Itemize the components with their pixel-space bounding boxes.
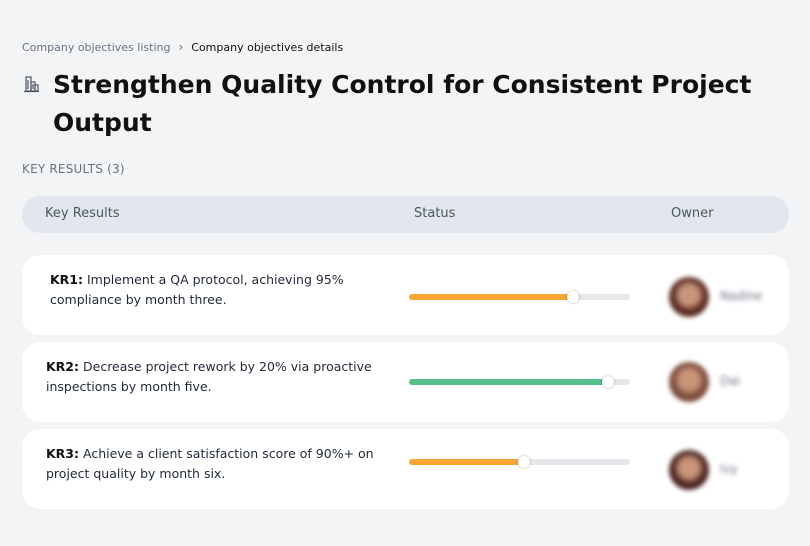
progress-track <box>409 291 630 303</box>
key-result-text: Implement a QA protocol, achieving 95% c… <box>50 272 344 307</box>
progress-track <box>409 456 630 468</box>
column-header-status: Status <box>414 206 456 221</box>
owner-name: Nadine <box>720 289 763 303</box>
owner-avatar <box>669 450 709 490</box>
progress-fill <box>409 379 608 385</box>
progress-track <box>409 376 630 388</box>
key-result-code: KR3: <box>46 446 80 461</box>
table-header: Key Results Status Owner <box>22 196 789 233</box>
owner-avatar <box>669 362 709 402</box>
owner-name: Ivy <box>720 462 738 476</box>
progress-fill <box>409 294 573 300</box>
progress-fill <box>409 459 524 465</box>
progress-slider-handle[interactable] <box>518 456 530 468</box>
key-result-code: KR1: <box>50 272 84 287</box>
key-results-count: KEY RESULTS (3) <box>22 162 125 176</box>
owner-name: Dai <box>720 374 740 388</box>
breadcrumb-link-objectives-listing[interactable]: Company objectives listing <box>22 40 171 54</box>
building-icon <box>24 76 39 93</box>
column-header-owner: Owner <box>671 206 714 221</box>
key-result-row-1[interactable]: KR1: Implement a QA protocol, achieving … <box>22 255 789 335</box>
key-result-text: Decrease project rework by 20% via proac… <box>46 359 372 394</box>
key-result-text: Achieve a client satisfaction score of 9… <box>46 446 374 481</box>
key-result-row-3[interactable]: KR3: Achieve a client satisfaction score… <box>22 429 789 509</box>
progress-slider-handle[interactable] <box>602 376 614 388</box>
column-header-key-results: Key Results <box>45 206 120 221</box>
key-result-description: KR2: Decrease project rework by 20% via … <box>46 357 386 397</box>
page-title: Strengthen Quality Control for Consisten… <box>53 70 752 137</box>
breadcrumb-current: Company objectives details <box>191 40 344 54</box>
key-result-row-2[interactable]: KR2: Decrease project rework by 20% via … <box>22 342 789 422</box>
chevron-right-icon: › <box>178 40 184 54</box>
progress-slider-handle[interactable] <box>567 291 579 303</box>
key-result-description: KR1: Implement a QA protocol, achieving … <box>50 270 390 310</box>
breadcrumb: Company objectives listing › Company obj… <box>22 40 343 54</box>
key-result-description: KR3: Achieve a client satisfaction score… <box>46 444 386 484</box>
key-result-code: KR2: <box>46 359 80 374</box>
owner-avatar <box>669 277 709 317</box>
